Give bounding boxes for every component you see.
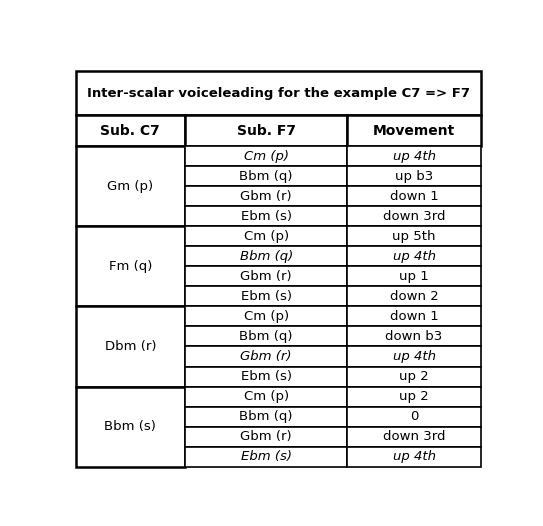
Text: Cm (p): Cm (p) (244, 390, 289, 403)
Bar (347, 186, 481, 206)
Text: Gm (p): Gm (p) (108, 180, 154, 193)
Text: Sub. F7: Sub. F7 (237, 124, 295, 138)
Bar (185, 387, 347, 407)
Bar (185, 186, 347, 206)
Bar (185, 347, 347, 367)
Text: Bbm (q): Bbm (q) (239, 330, 293, 343)
Text: Gbm (r): Gbm (r) (241, 430, 292, 443)
Text: up 2: up 2 (399, 390, 429, 403)
Text: up b3: up b3 (395, 170, 433, 183)
Bar (347, 327, 481, 347)
Text: down b3: down b3 (386, 330, 443, 343)
Text: Bbm (q): Bbm (q) (239, 250, 293, 263)
Text: Movement: Movement (373, 124, 455, 138)
Bar (185, 327, 347, 347)
Text: down 2: down 2 (390, 290, 438, 303)
Text: down 1: down 1 (390, 310, 438, 323)
Bar (75, 226, 185, 307)
Text: Bbm (s): Bbm (s) (104, 420, 156, 433)
Text: Fm (q): Fm (q) (109, 260, 152, 273)
Bar (75, 307, 185, 387)
Bar (185, 116, 347, 146)
Text: up 4th: up 4th (393, 350, 435, 363)
Bar (185, 287, 347, 307)
Bar (185, 166, 347, 186)
Text: Sub. C7: Sub. C7 (100, 124, 160, 138)
Text: Cm (p): Cm (p) (244, 150, 289, 163)
Bar (185, 206, 347, 226)
Bar (347, 407, 481, 427)
Bar (185, 367, 347, 387)
Text: Gbm (r): Gbm (r) (241, 270, 292, 283)
Bar (185, 246, 347, 266)
Text: Ebm (s): Ebm (s) (241, 290, 292, 303)
Bar (75, 71, 481, 116)
Bar (347, 307, 481, 327)
Text: up 2: up 2 (399, 370, 429, 383)
Bar (185, 427, 347, 447)
Bar (347, 387, 481, 407)
Bar (347, 226, 481, 246)
Bar (185, 447, 347, 467)
Bar (347, 287, 481, 307)
Text: Gbm (r): Gbm (r) (241, 350, 292, 363)
Text: up 5th: up 5th (393, 230, 436, 243)
Text: down 3rd: down 3rd (383, 430, 445, 443)
Bar (347, 367, 481, 387)
Bar (347, 206, 481, 226)
Text: Dbm (r): Dbm (r) (105, 340, 156, 353)
Text: Ebm (s): Ebm (s) (241, 210, 292, 223)
Text: Inter-scalar voiceleading for the example C7 => F7: Inter-scalar voiceleading for the exampl… (87, 87, 470, 99)
Bar (347, 146, 481, 166)
Bar (75, 116, 185, 146)
Bar (185, 266, 347, 287)
Text: up 4th: up 4th (393, 250, 435, 263)
Bar (185, 407, 347, 427)
Bar (347, 266, 481, 287)
Text: Cm (p): Cm (p) (244, 230, 289, 243)
Text: up 4th: up 4th (393, 150, 435, 163)
Text: Bbm (q): Bbm (q) (239, 410, 293, 423)
Bar (185, 226, 347, 246)
Text: up 4th: up 4th (393, 450, 435, 463)
Text: down 1: down 1 (390, 190, 438, 203)
Text: Ebm (s): Ebm (s) (241, 450, 292, 463)
Text: 0: 0 (410, 410, 418, 423)
Text: Bbm (q): Bbm (q) (239, 170, 293, 183)
Bar (75, 387, 185, 467)
Bar (185, 146, 347, 166)
Bar (347, 116, 481, 146)
Bar (75, 146, 185, 226)
Text: up 1: up 1 (399, 270, 429, 283)
Bar (347, 347, 481, 367)
Bar (347, 246, 481, 266)
Bar (347, 166, 481, 186)
Bar (347, 427, 481, 447)
Text: Ebm (s): Ebm (s) (241, 370, 292, 383)
Bar (185, 307, 347, 327)
Text: Gbm (r): Gbm (r) (241, 190, 292, 203)
Text: down 3rd: down 3rd (383, 210, 445, 223)
Text: Cm (p): Cm (p) (244, 310, 289, 323)
Bar (347, 447, 481, 467)
